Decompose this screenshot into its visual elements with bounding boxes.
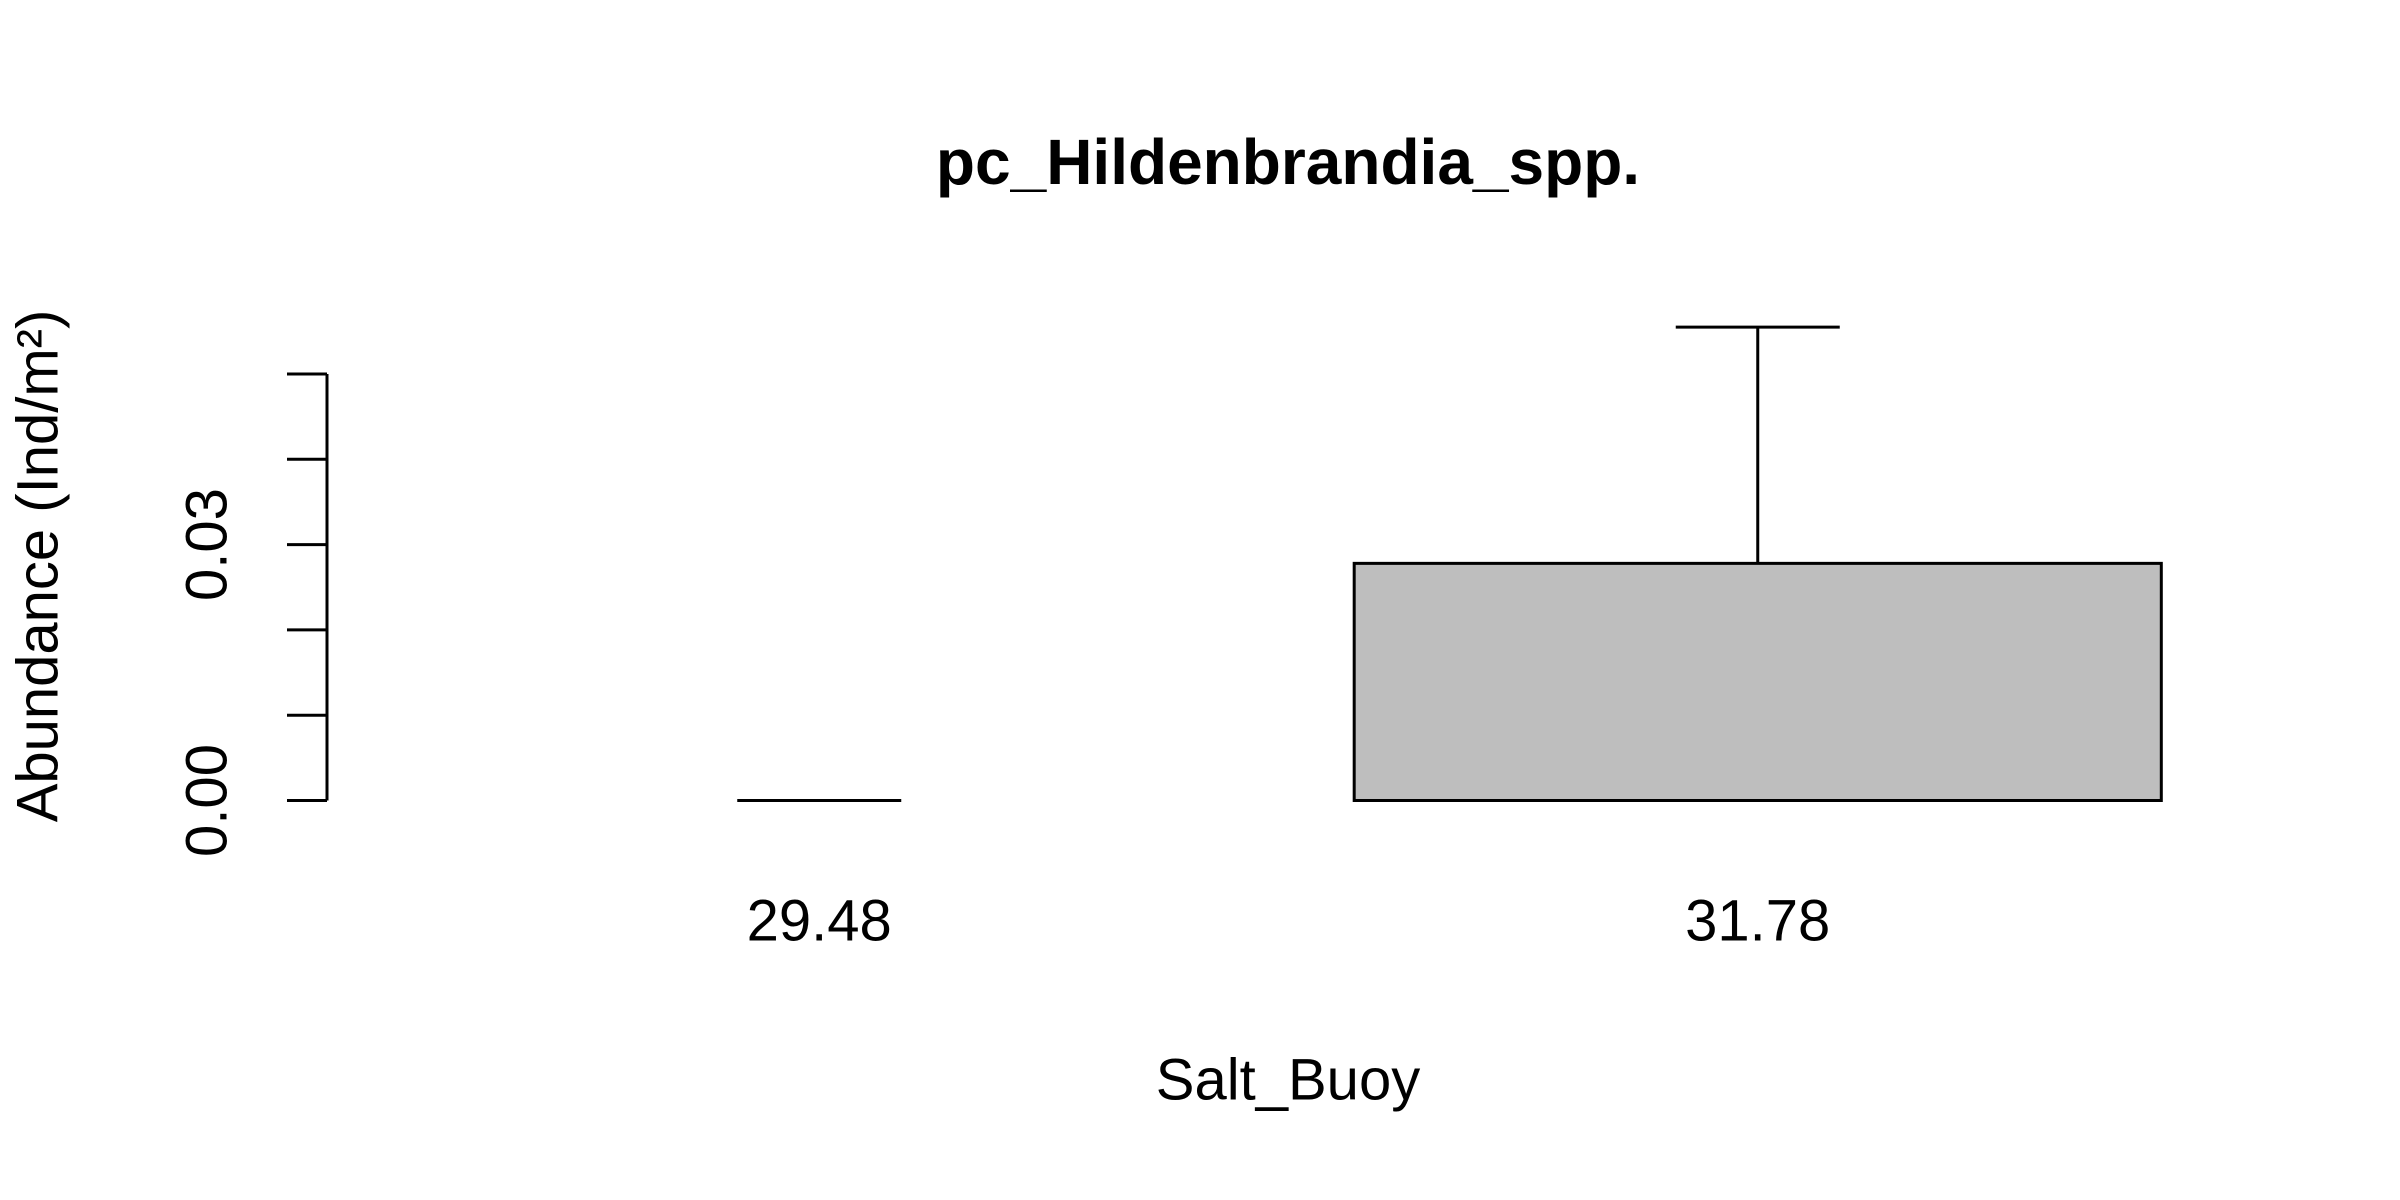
y-tick-label: 0.00 bbox=[174, 744, 239, 857]
chart-title: pc_Hildenbrandia_spp. bbox=[936, 126, 1640, 198]
x-axis-label: Salt_Buoy bbox=[1156, 1047, 1420, 1112]
x-tick-label: 31.78 bbox=[1685, 888, 1830, 953]
x-tick-label: 29.48 bbox=[747, 888, 892, 953]
y-tick-label: 0.03 bbox=[174, 488, 239, 601]
bar bbox=[1352, 561, 2163, 803]
y-axis-label: Abundance (Ind/m²) bbox=[5, 310, 70, 823]
